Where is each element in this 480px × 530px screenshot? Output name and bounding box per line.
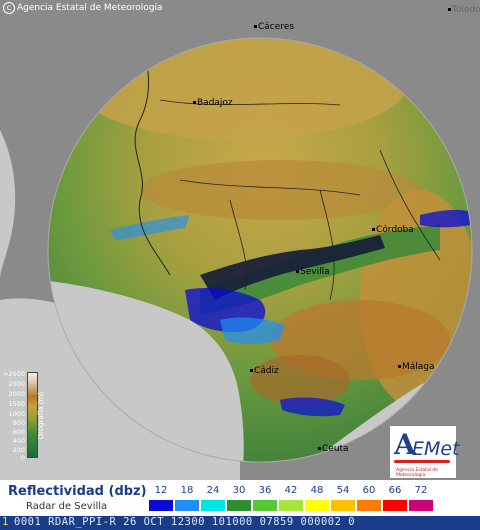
echo-cordoba	[420, 209, 470, 228]
orography-tick: 1000	[8, 410, 25, 418]
legend-level-label: 24	[206, 485, 220, 496]
legend-level-swatch	[331, 500, 355, 511]
legend-level-swatch	[201, 500, 225, 511]
city-marker-icon	[448, 8, 451, 11]
logo-swoosh-icon	[394, 460, 450, 463]
city-sevilla: Sevilla	[296, 267, 330, 277]
radar-name: Radar de Sevilla	[26, 501, 108, 512]
city-marker-icon	[296, 270, 299, 273]
logo-text-met: EMet	[412, 438, 460, 460]
orography-title: Orografía (m)	[37, 392, 45, 440]
logo-letter-a: A	[394, 428, 416, 461]
legend-level-label: 12	[154, 485, 168, 496]
city-malaga: Málaga	[398, 362, 435, 372]
orography-tick: 600	[12, 428, 25, 436]
reflectivity-legend: Reflectividad (dbz) Radar de Sevilla 12 1…	[0, 480, 480, 530]
orography-tick: 800	[12, 419, 25, 427]
legend-level-swatch	[383, 500, 407, 511]
echo-main	[200, 235, 385, 300]
outside-sea-west	[0, 130, 16, 280]
orography-tick: 400	[12, 437, 25, 445]
logo-subtitle: Agencia Estatal de Meteorología	[396, 468, 439, 478]
city-toledo: Toledo	[448, 5, 480, 15]
orography-tick: 1500	[8, 400, 25, 408]
city-marker-icon	[193, 101, 196, 104]
aemet-logo: A EMet Agencia Estatal de Meteorología	[390, 426, 460, 478]
terrain-grazalema	[250, 355, 350, 405]
echo-west	[110, 215, 190, 240]
city-marker-icon	[318, 447, 321, 450]
legend-level-swatch	[149, 500, 173, 511]
terrain-sierra-morena	[140, 160, 420, 220]
radar-map	[0, 0, 480, 480]
legend-level-swatch	[279, 500, 303, 511]
legend-level-label: 60	[362, 485, 376, 496]
range-ring-group	[47, 37, 473, 463]
legend-level-label: 42	[284, 485, 298, 496]
orography-tick: >2500	[3, 370, 25, 378]
city-marker-icon	[398, 365, 401, 368]
orography-scale-bar	[27, 372, 38, 458]
range-ring	[47, 37, 473, 463]
echo-south	[280, 397, 345, 417]
city-ceuta: Ceuta	[318, 444, 349, 454]
orography-tick: 2000	[8, 390, 25, 398]
legend-level-swatch	[227, 500, 251, 511]
copyright-text: Agencia Estatal de Meteorología	[17, 3, 163, 13]
copyright-notice: c Agencia Estatal de Meteorología	[3, 2, 163, 14]
orography-tick: 200	[12, 446, 25, 454]
status-text: 0001 RDAR_PPI-R 26 OCT 12300 101000 0785…	[14, 516, 356, 528]
legend-level-swatch	[305, 500, 329, 511]
status-index: 1	[2, 516, 9, 528]
legend-level-swatch	[253, 500, 277, 511]
legend-level-label: 36	[258, 485, 272, 496]
orography-legend: >2500 2500 2000 1500 1000 800 600 400 20…	[3, 368, 45, 468]
legend-title: Reflectividad (dbz)	[8, 484, 147, 499]
copyright-icon: c	[3, 2, 15, 14]
city-marker-icon	[250, 369, 253, 372]
city-badajoz: Badajoz	[193, 98, 233, 108]
border-regions	[159, 99, 441, 301]
orography-tick: 2500	[8, 380, 25, 388]
city-marker-icon	[372, 228, 375, 231]
legend-level-swatch	[357, 500, 381, 511]
legend-level-label: 66	[388, 485, 402, 496]
legend-level-label: 72	[414, 485, 428, 496]
city-caceres: Cáceres	[254, 22, 294, 32]
legend-level-label: 48	[310, 485, 324, 496]
echo-coast	[220, 317, 285, 344]
status-bar: 1 0001 RDAR_PPI-R 26 OCT 12300 101000 07…	[0, 516, 480, 530]
city-cordoba: Córdoba	[372, 225, 414, 235]
orography-tick: 0	[20, 454, 25, 462]
legend-level-label: 30	[232, 485, 246, 496]
city-cadiz: Cádiz	[250, 366, 279, 376]
legend-level-swatch	[409, 500, 433, 511]
legend-level-swatch	[175, 500, 199, 511]
city-marker-icon	[254, 25, 257, 28]
legend-level-label: 18	[180, 485, 194, 496]
legend-level-label: 54	[336, 485, 350, 496]
